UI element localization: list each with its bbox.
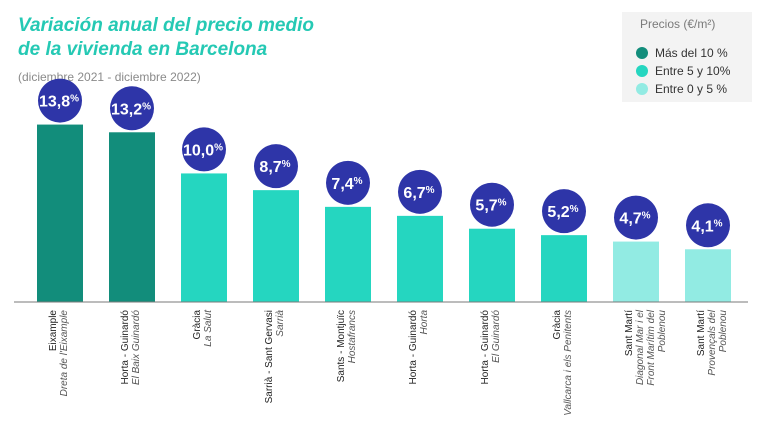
value-label-1: 13,8% (39, 94, 79, 111)
value-bubble-5 (326, 160, 370, 205)
category-label-7: Horta - GuinardóEl Guinardó (480, 310, 502, 385)
value-bubble-2 (110, 86, 154, 131)
legend-item-low: Entre 0 y 5 % (636, 80, 727, 98)
value-bubble-10 (686, 203, 730, 248)
bar-4 (253, 190, 299, 302)
neighbourhood-label-1-1: Dreta de l'Eixample (59, 310, 70, 397)
neighbourhood-label-9-2: Front Marítim del (646, 309, 657, 385)
value-unit-3: % (214, 142, 223, 153)
neighbourhood-label-2-1: El Baix Guinardó (131, 310, 142, 385)
value-unit-4: % (282, 159, 291, 170)
value-bubble-1 (38, 78, 82, 123)
neighbourhood-label-6-1: Horta (419, 310, 430, 335)
neighbourhood-label-9-1: Diagonal Mar i el (635, 309, 646, 385)
title-line-2: de la vivienda en Barcelona (18, 39, 268, 60)
value-unit-6: % (426, 185, 435, 196)
category-label-5: Sants - MontjuïcHostafrancs (336, 310, 358, 382)
legend-item-high: Más del 10 % (636, 44, 728, 62)
legend-dot-high (636, 47, 648, 59)
district-label-8: Gràcia (552, 310, 563, 340)
bar-5 (325, 206, 371, 302)
neighbourhood-label-7-1: El Guinardó (491, 310, 502, 363)
district-label-3: Gràcia (192, 310, 203, 340)
bar-2 (109, 132, 155, 302)
value-label-2: 13,2% (111, 101, 151, 118)
district-label-7: Horta - Guinardó (480, 310, 491, 385)
value-unit-1: % (70, 94, 79, 105)
bar-8 (541, 235, 587, 302)
legend-title: Precios (€/m²) (640, 17, 716, 31)
district-label-6: Horta - Guinardó (408, 310, 419, 385)
value-unit-8: % (570, 204, 579, 215)
district-label-5: Sants - Montjuïc (336, 310, 347, 382)
legend-dot-mid (636, 65, 648, 77)
category-label-8: GràciaVallcarca i els Penitents (552, 310, 574, 416)
category-label-1: EixampleDreta de l'Eixample (48, 310, 70, 397)
title-line-1: Variación anual del precio medio (18, 15, 314, 36)
value-bubble-7 (470, 182, 514, 227)
bar-6 (397, 215, 443, 302)
neighbourhood-label-10-1: Provençals del (707, 309, 718, 375)
value-bubble-9 (614, 195, 658, 240)
legend-item-mid: Entre 5 y 10% (636, 62, 730, 80)
chart-title: Variación anual del precio medio de la v… (18, 14, 378, 62)
neighbourhood-label-5-1: Hostafrancs (347, 310, 358, 363)
category-label-4: Sarrià - Sant GervasiSarrià (264, 310, 286, 404)
value-bubble-6 (398, 169, 442, 214)
legend: Precios (€/m²) Más del 10 % Entre 5 y 10… (622, 12, 752, 102)
neighbourhood-label-4-1: Sarrià (275, 310, 286, 337)
bar-3 (181, 173, 227, 302)
bar-1 (37, 124, 83, 302)
neighbourhood-label-3-1: La Salut (203, 309, 214, 347)
value-unit-5: % (354, 176, 363, 187)
legend-label-low: Entre 0 y 5 % (655, 82, 728, 96)
category-label-10: Sant MartíProvençals delPoblenou (696, 309, 729, 375)
value-label-3: 10,0% (183, 142, 223, 159)
value-bubble-8 (542, 189, 586, 234)
value-unit-10: % (714, 218, 723, 229)
value-bubble-3 (182, 127, 226, 172)
neighbourhood-label-10-2: Poblenou (718, 310, 729, 353)
legend-label-mid: Entre 5 y 10% (655, 64, 731, 78)
bar-7 (469, 228, 515, 302)
value-bubble-4 (254, 144, 298, 189)
neighbourhood-label-8-1: Vallcarca i els Penitents (563, 310, 574, 416)
legend-label-high: Más del 10 % (655, 46, 728, 60)
category-label-9: Sant MartíDiagonal Mar i elFront Marítim… (624, 309, 668, 385)
category-label-6: Horta - GuinardóHorta (408, 310, 430, 385)
bar-10 (685, 249, 731, 302)
district-label-10: Sant Martí (696, 310, 707, 356)
value-unit-9: % (642, 211, 651, 222)
category-label-2: Horta - GuinardóEl Baix Guinardó (120, 310, 142, 385)
category-label-3: GràciaLa Salut (192, 309, 214, 347)
neighbourhood-label-9-3: Poblenou (657, 310, 668, 353)
district-label-1: Eixample (48, 310, 59, 352)
district-label-4: Sarrià - Sant Gervasi (264, 310, 275, 403)
value-unit-7: % (498, 198, 507, 209)
bar-9 (613, 241, 659, 302)
legend-dot-low (636, 83, 648, 95)
district-label-2: Horta - Guinardó (120, 310, 131, 385)
district-label-9: Sant Martí (624, 310, 635, 356)
value-unit-2: % (142, 101, 151, 112)
